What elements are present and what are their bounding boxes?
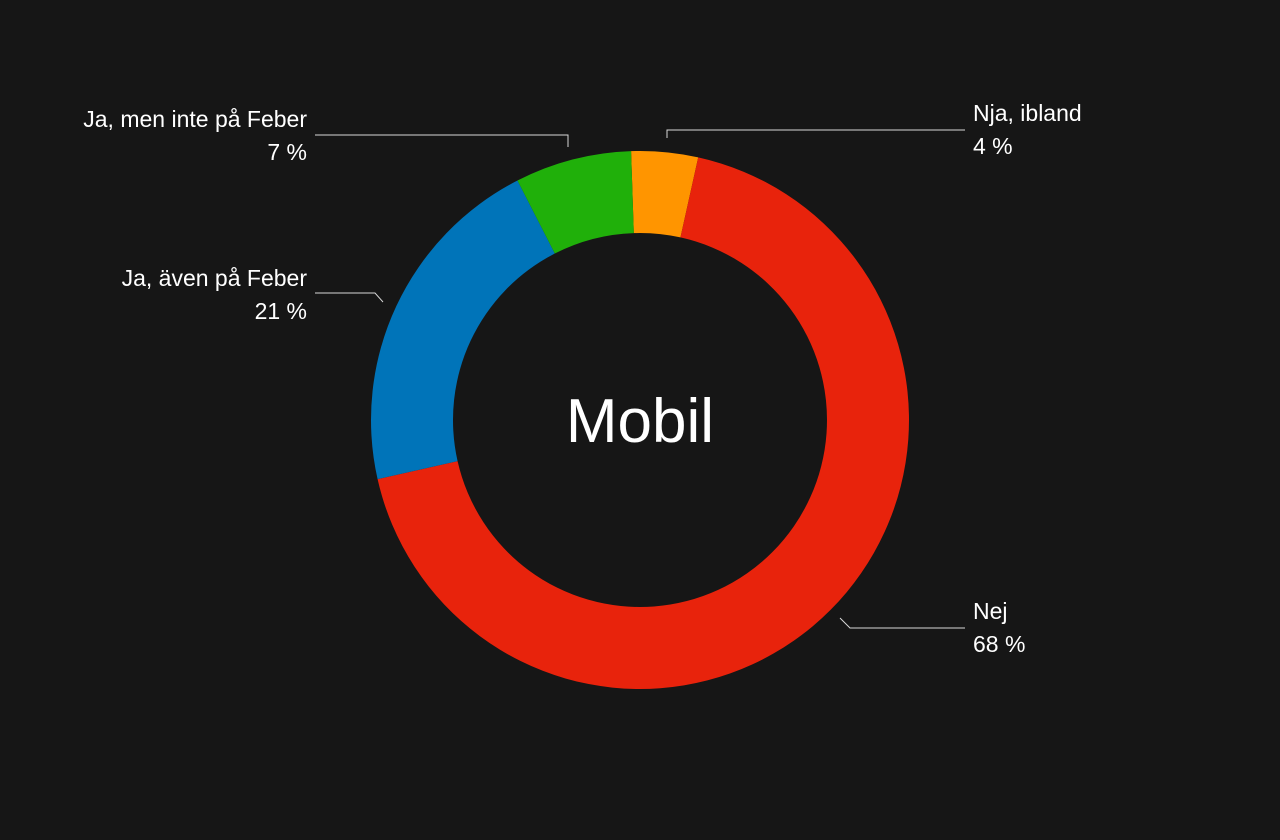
segment-value-label: 4 % <box>973 133 1013 159</box>
segment-value-label: 21 % <box>255 298 307 324</box>
segment-value-label: 68 % <box>973 631 1025 657</box>
donut-segment <box>631 151 699 238</box>
donut-segment <box>371 180 555 480</box>
segment-label: Ja, men inte på Feber <box>83 106 307 132</box>
donut-segment <box>517 151 634 254</box>
leader-line <box>666 129 965 138</box>
segment-label: Nja, ibland <box>973 100 1082 126</box>
segment-value-label: 7 % <box>267 139 307 165</box>
leader-line <box>315 292 384 303</box>
donut-segment <box>377 157 910 690</box>
leader-line <box>315 134 569 147</box>
segment-label: Ja, även på Feber <box>122 265 308 291</box>
leader-line <box>839 617 965 629</box>
chart-title: Mobil <box>566 387 714 456</box>
segment-label: Nej <box>973 598 1008 624</box>
